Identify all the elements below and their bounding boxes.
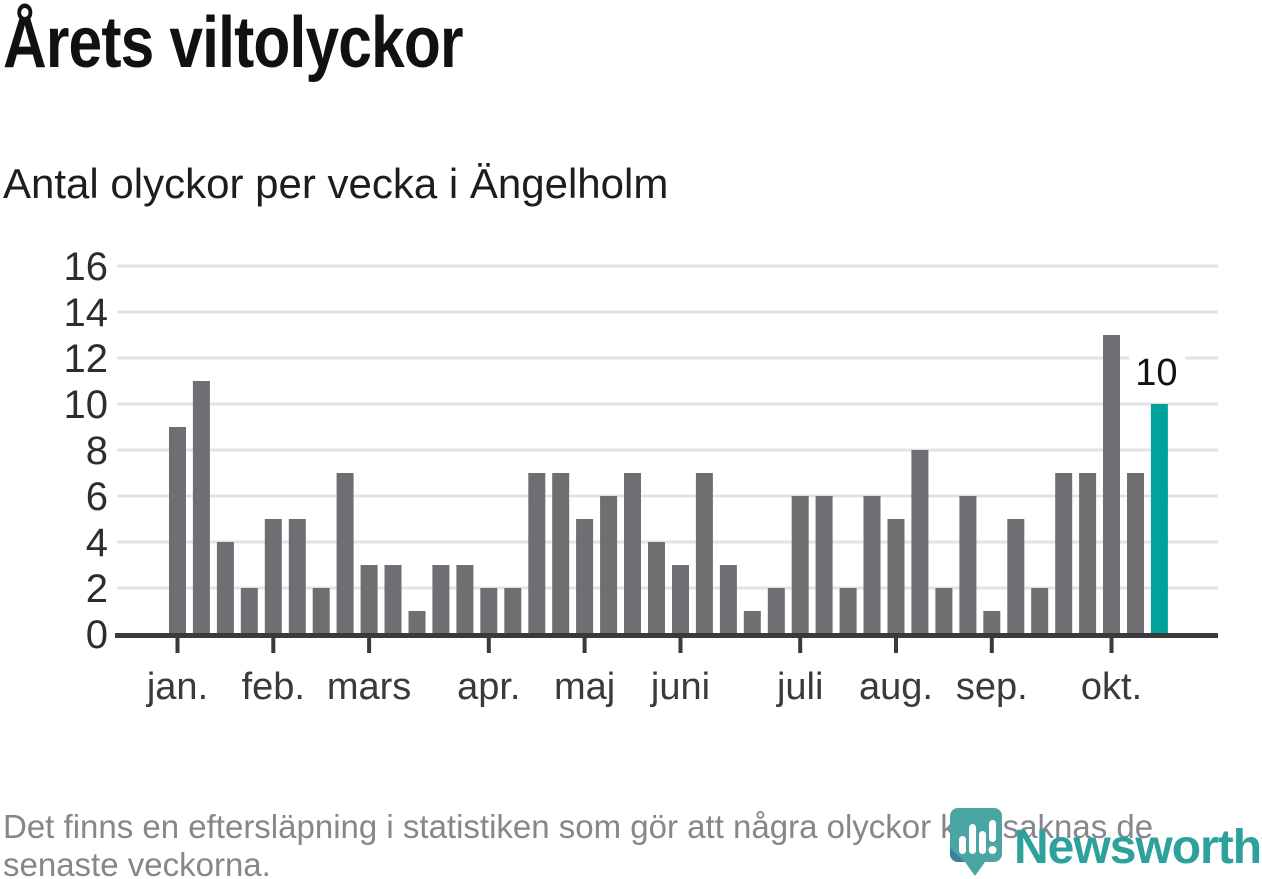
bar-week-14 — [480, 588, 498, 634]
bar-week-36 — [1007, 519, 1025, 634]
bar-week-31 — [887, 519, 905, 634]
y-axis-label-6: 6 — [86, 475, 108, 519]
bar-week-3 — [216, 542, 234, 634]
y-axis-label-4: 4 — [86, 521, 108, 565]
bar-week-23 — [695, 473, 713, 634]
x-axis-label-sep: sep. — [956, 666, 1028, 708]
y-axis-label-8: 8 — [86, 429, 108, 473]
x-tick-sep — [989, 638, 994, 653]
bar-week-4 — [240, 588, 258, 634]
chart-subtitle: Antal olyckor per vecka i Ängelholm — [3, 160, 669, 207]
bar-week-40 — [1103, 335, 1120, 634]
bar-week-32 — [911, 450, 929, 634]
bar-week-1 — [169, 427, 186, 634]
x-tick-juli — [798, 638, 803, 653]
x-tick-feb — [271, 638, 276, 653]
bar-week-10 — [384, 565, 402, 634]
bar-week-33 — [935, 588, 953, 634]
x-tick-apr — [486, 638, 491, 653]
x-axis-label-maj: maj — [554, 666, 615, 708]
bar-week-29 — [839, 588, 857, 634]
x-axis-label-jan: jan. — [146, 666, 208, 708]
bar-week-12 — [432, 565, 450, 634]
newsworthy-logo-icon — [950, 808, 1002, 876]
bar-week-42 — [1150, 404, 1168, 634]
annotation-halo — [1129, 351, 1186, 395]
x-tick-maj — [582, 638, 587, 653]
bar-week-2 — [192, 381, 210, 634]
bar-week-7 — [312, 588, 330, 634]
newsworthy-logo: Newsworthy — [950, 808, 1262, 878]
x-tick-juni — [678, 638, 683, 653]
bar-week-26 — [767, 588, 785, 634]
x-axis-label-juni: juni — [650, 666, 710, 708]
bar-week-13 — [456, 565, 474, 634]
bar-week-20 — [624, 473, 641, 634]
bar-week-19 — [600, 496, 618, 634]
bar-week-9 — [360, 565, 378, 634]
x-tick-aug — [894, 638, 898, 653]
y-axis-label-12: 12 — [64, 337, 109, 381]
x-axis-label-juli: juli — [776, 666, 823, 708]
bar-week-27 — [791, 496, 809, 634]
bar-week-30 — [863, 496, 881, 634]
bar-week-5 — [264, 519, 282, 634]
y-axis-label-16: 16 — [64, 245, 109, 289]
x-tick-jan — [175, 638, 180, 653]
x-axis-line — [115, 633, 1218, 638]
bar-week-11 — [408, 611, 426, 634]
bar-week-22 — [672, 565, 689, 634]
y-axis-label-10: 10 — [64, 383, 109, 427]
bar-week-39 — [1079, 473, 1097, 634]
newsworthy-logo-text: Newsworthy — [1014, 821, 1262, 874]
bar-week-35 — [983, 611, 1001, 634]
x-axis-label-aug: aug. — [859, 666, 933, 708]
bar-week-38 — [1055, 473, 1073, 634]
x-axis-label-feb: feb. — [242, 666, 305, 708]
bar-week-41 — [1127, 473, 1144, 634]
x-axis-label-mars: mars — [327, 666, 411, 708]
y-axis-label-0: 0 — [86, 613, 108, 657]
y-axis-label-14: 14 — [64, 291, 109, 335]
y-axis-label-2: 2 — [86, 567, 108, 611]
footer-note-line2: senaste veckorna. — [3, 846, 271, 879]
bar-week-8 — [336, 473, 354, 634]
bar-week-16 — [528, 473, 546, 634]
bar-week-37 — [1031, 588, 1049, 634]
x-tick-okt — [1109, 638, 1114, 653]
x-axis-label-apr: apr. — [457, 666, 520, 708]
last-value-annotation: 10 — [1135, 352, 1177, 394]
bar-week-18 — [576, 519, 594, 634]
bar-week-21 — [648, 542, 665, 634]
x-tick-mars — [367, 638, 372, 653]
bar-week-28 — [815, 496, 833, 634]
page-title: Årets viltolyckor — [3, 3, 464, 83]
x-axis-label-okt: okt. — [1081, 666, 1142, 708]
bar-week-24 — [719, 565, 737, 634]
bar-week-15 — [504, 588, 522, 634]
bar-week-34 — [959, 496, 977, 634]
bar-week-17 — [552, 473, 570, 634]
bar-week-25 — [743, 611, 761, 634]
bar-week-6 — [288, 519, 306, 634]
